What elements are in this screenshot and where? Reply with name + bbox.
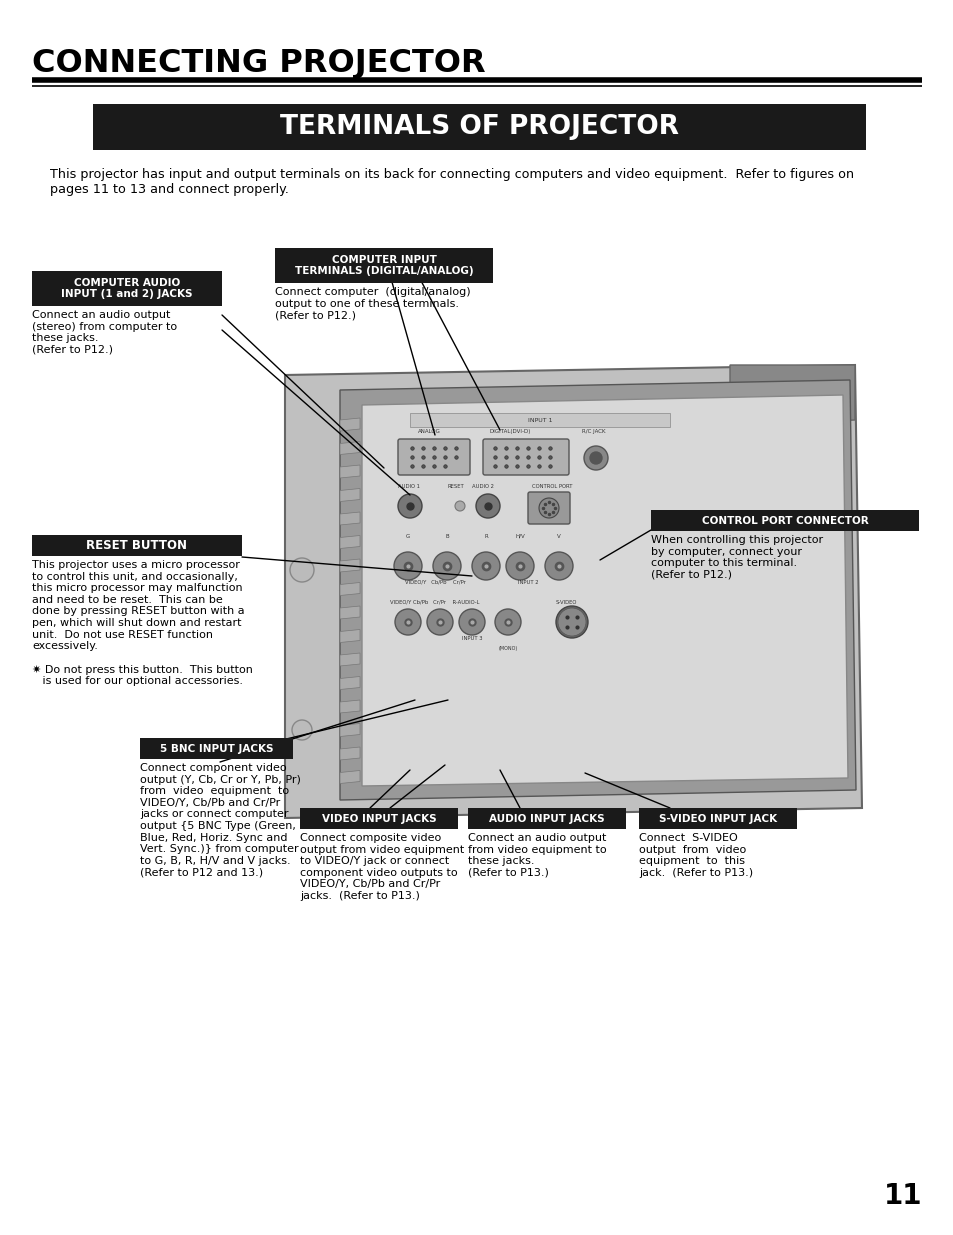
Text: This projector uses a micro processor
to control this unit, and occasionally,
th: This projector uses a micro processor to… — [32, 559, 253, 687]
FancyBboxPatch shape — [482, 438, 568, 475]
Polygon shape — [339, 536, 359, 548]
Text: B: B — [445, 534, 448, 538]
Circle shape — [292, 720, 312, 740]
Text: V: V — [557, 534, 560, 538]
Circle shape — [495, 609, 520, 635]
FancyBboxPatch shape — [527, 492, 569, 524]
Text: Connect an audio output
(stereo) from computer to
these jacks.
(Refer to P12.): Connect an audio output (stereo) from co… — [32, 310, 177, 354]
Circle shape — [395, 609, 420, 635]
Text: ANALOG: ANALOG — [417, 429, 440, 433]
FancyBboxPatch shape — [32, 535, 242, 556]
Text: R/C JACK: R/C JACK — [581, 429, 605, 433]
Text: When controlling this projector
by computer, connect your
computer to this termi: When controlling this projector by compu… — [650, 535, 822, 579]
Circle shape — [458, 609, 484, 635]
Polygon shape — [339, 489, 359, 501]
Polygon shape — [339, 559, 359, 572]
Text: RESET BUTTON: RESET BUTTON — [87, 538, 188, 552]
Text: DIGITAL(DVI-D): DIGITAL(DVI-D) — [490, 429, 531, 433]
Circle shape — [427, 609, 453, 635]
Circle shape — [433, 552, 460, 580]
Polygon shape — [339, 441, 359, 454]
Text: (MONO): (MONO) — [497, 646, 517, 651]
Text: CONTROL PORT: CONTROL PORT — [532, 484, 572, 489]
Circle shape — [397, 494, 421, 517]
Text: G: G — [405, 534, 410, 538]
Text: TERMINALS OF PROJECTOR: TERMINALS OF PROJECTOR — [280, 114, 679, 140]
Text: CONNECTING PROJECTOR: CONNECTING PROJECTOR — [32, 48, 485, 79]
Text: INPUT 3: INPUT 3 — [461, 636, 482, 641]
Polygon shape — [361, 395, 847, 785]
FancyBboxPatch shape — [410, 412, 669, 427]
Text: 5 BNC INPUT JACKS: 5 BNC INPUT JACKS — [159, 743, 273, 753]
Polygon shape — [285, 366, 862, 818]
FancyBboxPatch shape — [650, 510, 918, 531]
FancyBboxPatch shape — [92, 104, 865, 149]
Circle shape — [538, 498, 558, 517]
Text: R: R — [483, 534, 487, 538]
Text: VIDEO/Y Cb/Pb   Cr/Pr    R-AUDIO-L: VIDEO/Y Cb/Pb Cr/Pr R-AUDIO-L — [390, 600, 479, 605]
Circle shape — [455, 501, 464, 511]
Circle shape — [544, 552, 573, 580]
Text: VIDEO/Y   Cb/Pb    Cr/Pr: VIDEO/Y Cb/Pb Cr/Pr — [405, 580, 465, 585]
FancyBboxPatch shape — [32, 270, 222, 306]
Text: Connect computer  (digital/analog)
output to one of these terminals.
(Refer to P: Connect computer (digital/analog) output… — [274, 287, 470, 320]
FancyBboxPatch shape — [140, 739, 293, 760]
Polygon shape — [339, 513, 359, 525]
Polygon shape — [339, 583, 359, 595]
Text: This projector has input and output terminals on its back for connecting compute: This projector has input and output term… — [50, 168, 853, 196]
Circle shape — [556, 606, 587, 638]
Circle shape — [505, 552, 534, 580]
FancyBboxPatch shape — [468, 808, 625, 829]
Text: RESET: RESET — [448, 484, 464, 489]
FancyBboxPatch shape — [639, 808, 796, 829]
Circle shape — [476, 494, 499, 517]
Polygon shape — [339, 677, 359, 689]
FancyBboxPatch shape — [299, 808, 457, 829]
Polygon shape — [339, 700, 359, 713]
Text: COMPUTER INPUT
TERMINALS (DIGITAL/ANALOG): COMPUTER INPUT TERMINALS (DIGITAL/ANALOG… — [294, 254, 473, 277]
Text: COMPUTER AUDIO
INPUT (1 and 2) JACKS: COMPUTER AUDIO INPUT (1 and 2) JACKS — [61, 278, 193, 299]
Polygon shape — [339, 724, 359, 736]
Text: CONTROL PORT CONNECTOR: CONTROL PORT CONNECTOR — [700, 515, 867, 526]
Text: AUDIO INPUT JACKS: AUDIO INPUT JACKS — [489, 814, 604, 824]
Text: Connect component video
output (Y, Cb, Cr or Y, Pb, Pr)
from  video  equipment  : Connect component video output (Y, Cb, C… — [140, 763, 300, 877]
Polygon shape — [339, 747, 359, 760]
FancyBboxPatch shape — [397, 438, 470, 475]
Polygon shape — [339, 466, 359, 478]
Circle shape — [290, 558, 314, 582]
Polygon shape — [339, 606, 359, 619]
Polygon shape — [339, 380, 855, 800]
Polygon shape — [339, 653, 359, 666]
Text: H/V: H/V — [515, 534, 524, 538]
FancyBboxPatch shape — [274, 248, 493, 283]
Text: Connect  S-VIDEO
output  from  video
equipment  to  this
jack.  (Refer to P13.): Connect S-VIDEO output from video equipm… — [639, 832, 752, 878]
Text: AUDIO 2: AUDIO 2 — [472, 484, 494, 489]
Text: Connect composite video
output from video equipment
to VIDEO/Y jack or connect
c: Connect composite video output from vide… — [299, 832, 464, 902]
Circle shape — [583, 446, 607, 471]
Polygon shape — [339, 771, 359, 783]
Text: 11: 11 — [882, 1182, 921, 1210]
Text: S-VIDEO INPUT JACK: S-VIDEO INPUT JACK — [659, 814, 777, 824]
Circle shape — [589, 452, 601, 464]
Circle shape — [558, 608, 585, 636]
Text: INPUT 2: INPUT 2 — [517, 580, 537, 585]
Text: INPUT 1: INPUT 1 — [527, 417, 552, 422]
Polygon shape — [339, 417, 359, 431]
Polygon shape — [339, 630, 359, 642]
Circle shape — [394, 552, 421, 580]
Text: AUDIO 1: AUDIO 1 — [397, 484, 419, 489]
Text: Connect an audio output
from video equipment to
these jacks.
(Refer to P13.): Connect an audio output from video equip… — [468, 832, 606, 878]
Text: VIDEO INPUT JACKS: VIDEO INPUT JACKS — [321, 814, 436, 824]
Polygon shape — [729, 366, 854, 425]
Text: S-VIDEO: S-VIDEO — [556, 600, 577, 605]
Circle shape — [472, 552, 499, 580]
